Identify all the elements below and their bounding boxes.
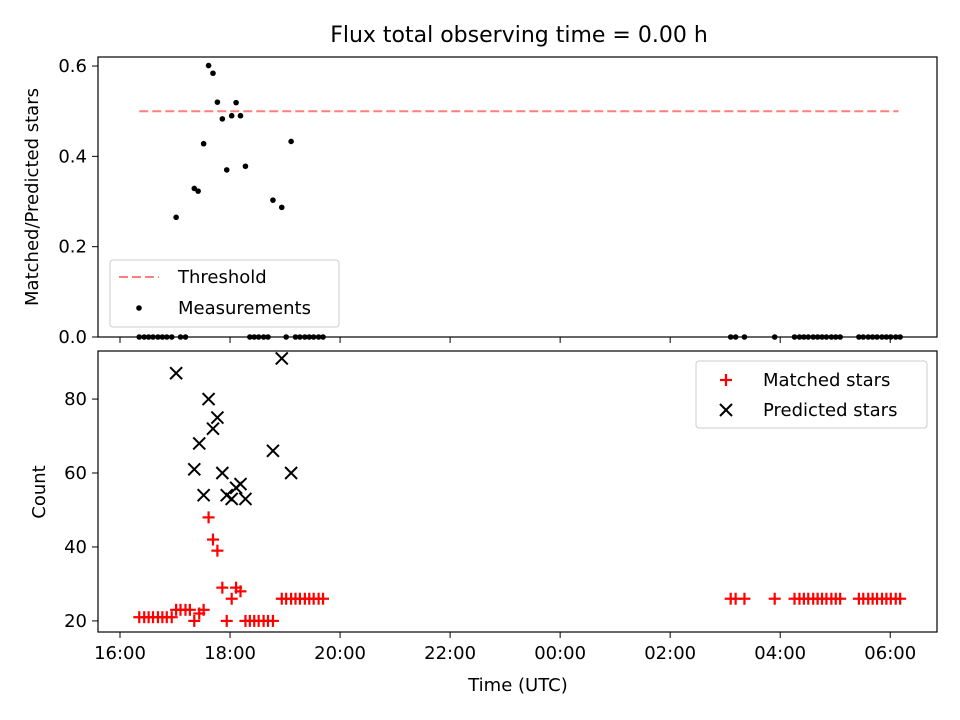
y-tick-label: 40 — [64, 537, 87, 558]
legend-predicted-label: Predicted stars — [763, 400, 897, 421]
count-panel: 16:00 18:00 20:00 22:00 00:00 02:00 04:00 06:00… — [64, 350, 938, 664]
x-tick-label: 16:00 — [94, 643, 146, 664]
chart-title: Flux total observing time = 0.00 h — [330, 23, 708, 48]
matched-star-point — [266, 614, 279, 627]
measurement-point — [223, 167, 230, 173]
matched-star-point — [894, 592, 907, 605]
legend-threshold-label: Threshold — [177, 267, 267, 288]
measurement-point — [242, 163, 249, 170]
cross-b — [266, 444, 280, 458]
matched-star-point — [834, 592, 847, 605]
legend-measurements-label: Measurements — [178, 298, 311, 319]
predicted-star-point — [206, 421, 220, 436]
matched-star-point — [165, 611, 178, 624]
y-tick-label: 0.6 — [58, 56, 87, 77]
x-tick-label: 22:00 — [424, 643, 476, 664]
predicted-star-point — [284, 466, 298, 480]
legend-matched-swatch — [720, 374, 732, 386]
measurement-point — [237, 112, 244, 119]
matched-star-point — [206, 533, 219, 546]
predicted-star-point — [215, 466, 230, 480]
cross-b — [284, 466, 298, 480]
matched-star-point — [197, 603, 210, 616]
cross-b — [210, 410, 225, 425]
predicted-star-point — [192, 436, 206, 451]
y-tick-label: 20 — [64, 611, 87, 632]
predicted-star-point — [224, 492, 239, 506]
matched-star-point — [225, 592, 238, 605]
legend-frame — [695, 360, 928, 429]
cross-b — [238, 492, 253, 506]
y-tick-label: 80 — [64, 389, 87, 410]
measurement-point — [195, 188, 201, 194]
measurement-point — [173, 214, 179, 221]
axes-frame — [97, 350, 938, 633]
measurement-point — [288, 138, 294, 145]
measurement-point — [214, 99, 221, 105]
legend-measurements-swatch — [136, 305, 142, 311]
cross-b — [215, 466, 230, 480]
matched-star-point — [183, 603, 196, 616]
measurement-point — [205, 62, 212, 69]
predicted-star-point — [169, 366, 183, 380]
measurement-point — [278, 204, 285, 211]
count-legend: Matched stars Predicted stars — [695, 360, 928, 429]
y-tick-label: 0.0 — [58, 327, 87, 348]
predicted-star-point — [210, 410, 225, 425]
measurement-point — [228, 112, 235, 119]
matched-star-point — [317, 592, 330, 605]
x-tick-label: 20:00 — [314, 643, 366, 664]
legend-matched-label: Matched stars — [763, 370, 890, 391]
x-axis-label: Time (UTC) — [467, 675, 568, 696]
cross-b — [169, 366, 183, 380]
measurement-point — [210, 70, 216, 77]
legend-predicted-swatch — [719, 403, 733, 417]
y-tick-label: 0.4 — [58, 146, 87, 167]
matched-star-point — [216, 581, 229, 594]
cross-b — [719, 403, 733, 417]
x-tick-label: 06:00 — [864, 643, 916, 664]
measurement-point — [219, 116, 226, 122]
measurement-point — [270, 197, 276, 203]
cross-b — [233, 477, 248, 491]
measurement-point — [233, 99, 239, 106]
cross-b — [196, 488, 211, 502]
matched-star-point — [234, 585, 247, 598]
predicted-star-point — [275, 351, 289, 366]
matched-star-point — [738, 592, 751, 605]
predicted-star-point — [238, 492, 253, 506]
y-tick-label: 60 — [64, 463, 87, 484]
measurement-point — [200, 140, 207, 147]
matched-star-point — [220, 614, 233, 627]
cross-b — [187, 462, 201, 477]
x-tick-label: 02:00 — [644, 643, 696, 664]
x-tick-label: 04:00 — [754, 643, 806, 664]
axes-frame — [97, 56, 938, 338]
cross-b — [206, 421, 220, 436]
x-tick-label: 18:00 — [204, 643, 256, 664]
matched-star-point — [202, 511, 215, 524]
predicted-star-point — [233, 477, 248, 491]
cross-b — [201, 392, 216, 406]
count-y-axis-label: Count — [29, 465, 50, 518]
y-tick-label: 0.2 — [58, 237, 87, 258]
predicted-star-point — [201, 392, 216, 406]
predicted-star-point — [266, 444, 280, 458]
cross-b — [192, 436, 206, 451]
ratio-panel: 0.0 0.2 0.4 0.6 Threshold Measurements — [58, 56, 938, 348]
predicted-star-point — [187, 462, 201, 477]
matched-star-point — [211, 544, 224, 557]
matched-star-point — [768, 592, 781, 605]
cross-b — [224, 492, 239, 506]
x-tick-label: 00:00 — [534, 643, 586, 664]
predicted-star-point — [196, 488, 211, 502]
ratio-y-axis-label: Matched/Predicted stars — [22, 88, 43, 306]
cross-b — [275, 351, 289, 366]
ratio-legend: Threshold Measurements — [109, 259, 340, 328]
legend-frame — [109, 259, 340, 328]
matched-star-point — [188, 614, 201, 627]
